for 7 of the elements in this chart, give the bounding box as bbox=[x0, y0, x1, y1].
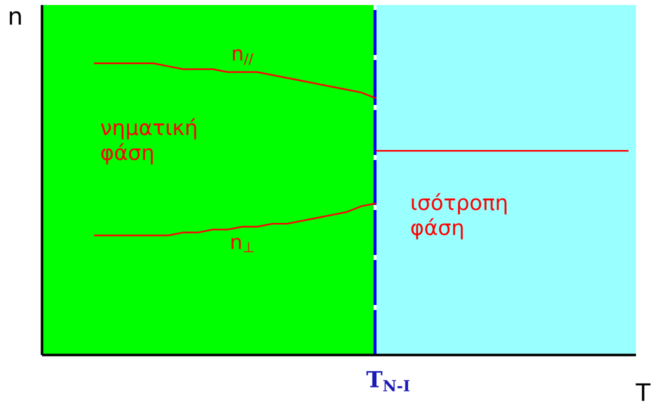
series-label: n$_{⊥}$ bbox=[232, 238, 254, 252]
series-label: n$_{//}$ bbox=[232, 49, 254, 65]
annotation: ισότροπη φάση bbox=[411, 193, 506, 240]
y-axis-title: n bbox=[10, 11, 21, 25]
text: T$_{N-I}$ bbox=[366, 371, 410, 392]
x-axis-title: T bbox=[636, 383, 651, 401]
annotation: νηματική φάση bbox=[100, 118, 196, 164]
